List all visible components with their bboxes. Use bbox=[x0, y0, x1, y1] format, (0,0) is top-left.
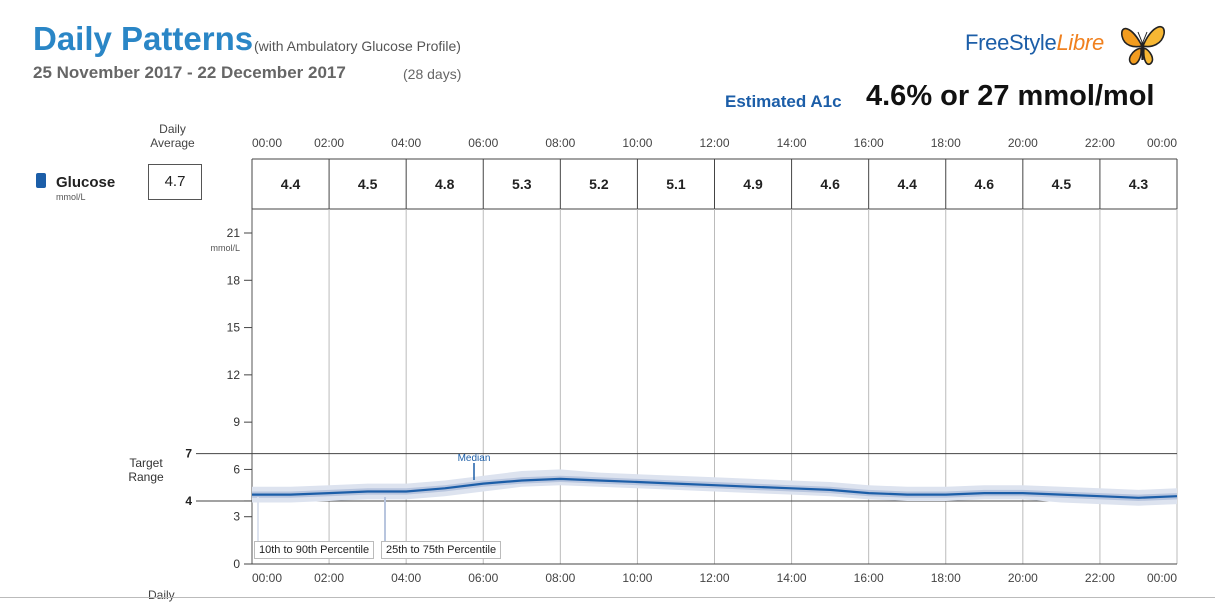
legend-10-90-percentile: 10th to 90th Percentile bbox=[254, 541, 375, 559]
x-tick-bottom-6: 12:00 bbox=[699, 571, 729, 585]
x-tick-top-11: 22:00 bbox=[1085, 136, 1115, 150]
legend-25-75-percentile: 25th to 75th Percentile bbox=[381, 541, 502, 559]
x-tick-top-1: 02:00 bbox=[314, 136, 344, 150]
glucose-unit: mmol/L bbox=[56, 192, 86, 202]
x-tick-bottom-2: 04:00 bbox=[391, 571, 421, 585]
period-average-9: 4.6 bbox=[975, 176, 995, 192]
daily-average-value: 4.7 bbox=[148, 164, 202, 200]
x-tick-bottom-11: 22:00 bbox=[1085, 571, 1115, 585]
period-average-3: 5.3 bbox=[512, 176, 532, 192]
glucose-sensor-icon bbox=[36, 173, 46, 188]
x-tick-bottom-7: 14:00 bbox=[777, 571, 807, 585]
x-tick-top-9: 18:00 bbox=[931, 136, 961, 150]
period-average-2: 4.8 bbox=[435, 176, 455, 192]
y-tick-label-12: 12 bbox=[227, 368, 241, 382]
period-average-1: 4.5 bbox=[358, 176, 378, 192]
target-high-value: 7 bbox=[185, 447, 192, 461]
brand-logo: FreeStyleLibre bbox=[965, 30, 1104, 56]
daily-footer-label: Daily bbox=[148, 588, 175, 602]
x-tick-bottom-12: 00:00 bbox=[1147, 571, 1177, 585]
x-tick-top-8: 16:00 bbox=[854, 136, 884, 150]
target-range-label: Target Range bbox=[128, 456, 164, 484]
x-tick-top-7: 14:00 bbox=[777, 136, 807, 150]
period-average-8: 4.4 bbox=[897, 176, 917, 192]
x-tick-bottom-10: 20:00 bbox=[1008, 571, 1038, 585]
x-tick-bottom-0: 00:00 bbox=[252, 571, 282, 585]
x-tick-bottom-8: 16:00 bbox=[854, 571, 884, 585]
period-average-4: 5.2 bbox=[589, 176, 609, 192]
x-tick-top-4: 08:00 bbox=[545, 136, 575, 150]
y-tick-label-0: 0 bbox=[233, 557, 240, 571]
x-tick-top-10: 20:00 bbox=[1008, 136, 1038, 150]
y-axis-unit: mmol/L bbox=[210, 243, 240, 253]
x-tick-top-5: 10:00 bbox=[622, 136, 652, 150]
y-tick-label-9: 9 bbox=[233, 415, 240, 429]
glucose-label: Glucose bbox=[56, 174, 116, 191]
y-tick-label-18: 18 bbox=[227, 273, 241, 287]
page-divider bbox=[0, 597, 1215, 598]
target-low-value: 4 bbox=[185, 494, 192, 508]
y-tick-label-15: 15 bbox=[227, 321, 241, 335]
x-tick-top-2: 04:00 bbox=[391, 136, 421, 150]
period-average-11: 4.3 bbox=[1129, 176, 1149, 192]
median-label: Median bbox=[458, 453, 491, 464]
x-tick-bottom-5: 10:00 bbox=[622, 571, 652, 585]
page-subtitle: (with Ambulatory Glucose Profile) bbox=[254, 38, 461, 54]
period-average-6: 4.9 bbox=[743, 176, 763, 192]
period-average-7: 4.6 bbox=[820, 176, 840, 192]
x-tick-bottom-3: 06:00 bbox=[468, 571, 498, 585]
x-tick-top-0: 00:00 bbox=[252, 136, 282, 150]
x-tick-top-3: 06:00 bbox=[468, 136, 498, 150]
day-count: (28 days) bbox=[403, 66, 462, 82]
page-title: Daily Patterns bbox=[33, 20, 254, 57]
period-average-0: 4.4 bbox=[281, 176, 301, 192]
butterfly-logo-icon bbox=[1121, 25, 1165, 66]
a1c-label: Estimated A1c bbox=[725, 92, 842, 111]
x-tick-top-6: 12:00 bbox=[699, 136, 729, 150]
x-tick-bottom-1: 02:00 bbox=[314, 571, 344, 585]
period-average-10: 4.5 bbox=[1052, 176, 1072, 192]
x-tick-bottom-9: 18:00 bbox=[931, 571, 961, 585]
brand-name-part1: FreeStyle bbox=[965, 30, 1057, 55]
a1c-value: 4.6% or 27 mmol/mol bbox=[866, 80, 1155, 112]
x-tick-bottom-4: 08:00 bbox=[545, 571, 575, 585]
y-tick-label-3: 3 bbox=[233, 510, 240, 524]
daily-average-heading: Daily Average bbox=[150, 122, 195, 150]
date-range: 25 November 2017 - 22 December 2017 bbox=[33, 63, 346, 82]
y-tick-label-6: 6 bbox=[233, 462, 240, 476]
brand-name-part2: Libre bbox=[1056, 30, 1104, 55]
median-line bbox=[252, 477, 1178, 499]
x-tick-top-12: 00:00 bbox=[1147, 136, 1177, 150]
period-average-5: 5.1 bbox=[666, 176, 686, 192]
y-tick-label-21: 21 bbox=[227, 226, 241, 240]
